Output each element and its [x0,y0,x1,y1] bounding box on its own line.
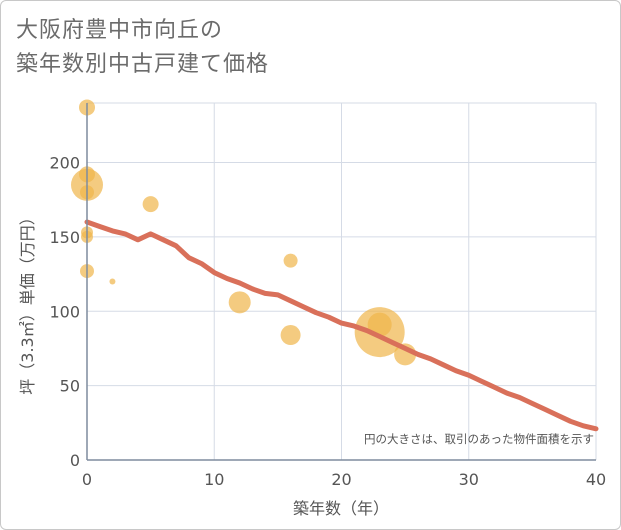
x-tick-label: 0 [82,470,92,489]
chart-title: 大阪府豊中市向丘の 築年数別中古戸建て価格 [16,14,269,82]
y-tick-label: 0 [70,451,80,470]
chart-title-line-2: 築年数別中古戸建て価格 [16,52,270,77]
trend-line [84,219,599,432]
trend-line-group [84,219,599,432]
x-tick-label: 40 [586,470,606,489]
y-tick-label: 150 [49,228,80,247]
data-point [280,325,301,346]
x-tick-label: 20 [331,470,351,489]
y-tick-label: 100 [49,302,80,321]
y-tick-label: 50 [60,377,80,396]
data-point [283,253,298,268]
x-tick-label: 30 [459,470,479,489]
size-legend-note: 円の大きさは、取引のあった物件面積を示す [364,432,594,446]
grid-lines [86,102,597,461]
data-points [71,99,417,366]
chart-title-line-1: 大阪府豊中市向丘の [16,18,224,43]
data-point [109,278,116,285]
data-point [228,291,251,314]
x-axis-label: 築年数（年） [293,499,389,518]
y-axis-label: 坪（3.3㎡）単価（万円） [18,209,37,394]
x-tick-label: 10 [204,470,224,489]
axes [86,103,596,461]
data-point [142,196,159,213]
y-tick-label: 200 [49,154,80,173]
tick-labels: 0 10 20 30 40 0 50 100 150 200 [49,154,606,490]
data-point [367,312,392,337]
